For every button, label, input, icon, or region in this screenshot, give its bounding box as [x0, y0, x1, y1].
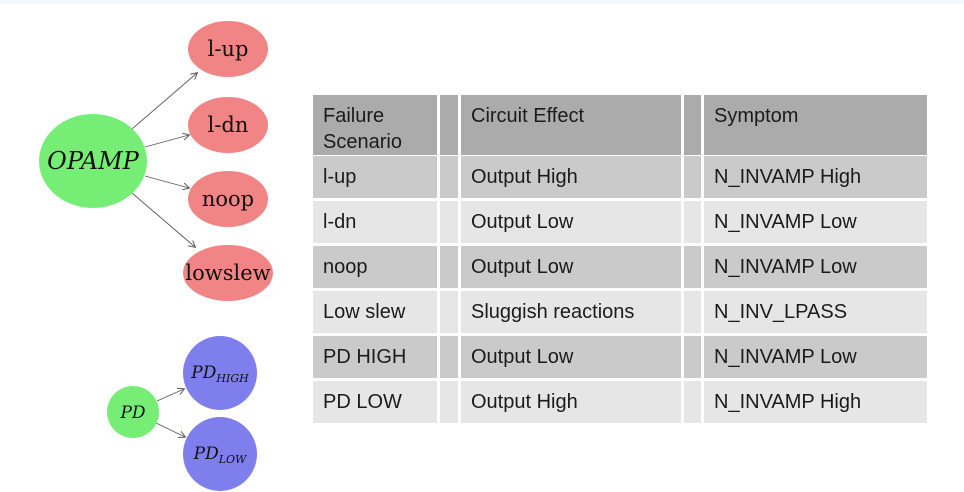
- cell-spacer: [440, 291, 458, 333]
- cell-symptom: N_INVAMP High: [704, 156, 927, 198]
- edge-pd-pdlow-arrow: [155, 422, 187, 439]
- cell-scenario: PD HIGH: [313, 336, 437, 378]
- edge-opamp-lup-arrow: [131, 71, 199, 130]
- cell-spacer: [440, 336, 458, 378]
- table-header-row: Failure Scenario Circuit Effect Symptom: [313, 95, 927, 155]
- header-circuit-effect: Circuit Effect: [461, 95, 681, 155]
- cell-scenario: l-dn: [313, 201, 437, 243]
- cell-scenario: l-up: [313, 156, 437, 198]
- table-row: noop Output Low N_INVAMP Low: [313, 246, 927, 288]
- opamp-tree-edges: [131, 71, 199, 249]
- table-row: PD LOW Output High N_INVAMP High: [313, 381, 927, 423]
- cell-scenario: PD LOW: [313, 381, 437, 423]
- opamp-node: [39, 114, 147, 208]
- ldn-node: [188, 97, 268, 153]
- cell-spacer: [440, 381, 458, 423]
- cell-spacer: [684, 201, 701, 243]
- header-failure-scenario: Failure Scenario: [313, 95, 437, 155]
- pd-tree-edges: [155, 387, 187, 439]
- edge-pd-pdhigh-arrow: [156, 387, 186, 402]
- cell-symptom: N_INVAMP Low: [704, 336, 927, 378]
- table-row: l-dn Output Low N_INVAMP Low: [313, 201, 927, 243]
- cell-spacer: [440, 201, 458, 243]
- pdhigh-node: [183, 336, 257, 410]
- cell-symptom: N_INVAMP Low: [704, 201, 927, 243]
- top-accent-strip: [0, 0, 964, 4]
- edge-opamp-noop-arrow: [144, 175, 191, 191]
- pd-node: [107, 386, 159, 438]
- cell-effect: Output Low: [461, 336, 681, 378]
- cell-scenario: Low slew: [313, 291, 437, 333]
- cell-spacer: [684, 336, 701, 378]
- header-spacer: [440, 95, 458, 155]
- table-row: Low slew Sluggish reactions N_INV_LPASS: [313, 291, 927, 333]
- cell-spacer: [440, 246, 458, 288]
- edge-opamp-ldn-arrow: [144, 132, 191, 148]
- opamp-node-label: OPAMP: [47, 147, 140, 175]
- edge-opamp-lowslew-arrow: [131, 192, 197, 249]
- pd-node-label: PD: [119, 403, 145, 423]
- cell-spacer: [684, 156, 701, 198]
- lowslew-node: [183, 245, 273, 301]
- cell-effect: Sluggish reactions: [461, 291, 681, 333]
- noop-node-label: noop: [202, 187, 254, 211]
- table-row: l-up Output High N_INVAMP High: [313, 156, 927, 198]
- cell-effect: Output Low: [461, 246, 681, 288]
- cell-symptom: N_INV_LPASS: [704, 291, 927, 333]
- cell-spacer: [684, 246, 701, 288]
- cell-symptom: N_INVAMP High: [704, 381, 927, 423]
- header-symptom: Symptom: [704, 95, 927, 155]
- pdlow-node-label: PDLOW: [193, 444, 248, 466]
- cell-spacer: [440, 156, 458, 198]
- header-spacer: [684, 95, 701, 155]
- lup-node: [188, 21, 268, 77]
- lup-node-label: l-up: [208, 37, 249, 61]
- cell-symptom: N_INVAMP Low: [704, 246, 927, 288]
- cell-effect: Output High: [461, 381, 681, 423]
- lowslew-node-label: lowslew: [185, 261, 270, 285]
- ldn-node-label: l-dn: [208, 113, 249, 137]
- cell-scenario: noop: [313, 246, 437, 288]
- cell-spacer: [684, 381, 701, 423]
- cell-spacer: [684, 291, 701, 333]
- cell-effect: Output Low: [461, 201, 681, 243]
- table-row: PD HIGH Output Low N_INVAMP Low: [313, 336, 927, 378]
- fault-tree-diagram: OPAMP l-up l-dn noop lowslew PD PDHIGH P…: [39, 21, 273, 491]
- failure-scenario-table: Failure Scenario Circuit Effect Symptom …: [313, 95, 927, 426]
- pdhigh-node-label: PDHIGH: [190, 363, 249, 385]
- noop-node: [188, 171, 268, 227]
- cell-effect: Output High: [461, 156, 681, 198]
- pdlow-node: [183, 417, 257, 491]
